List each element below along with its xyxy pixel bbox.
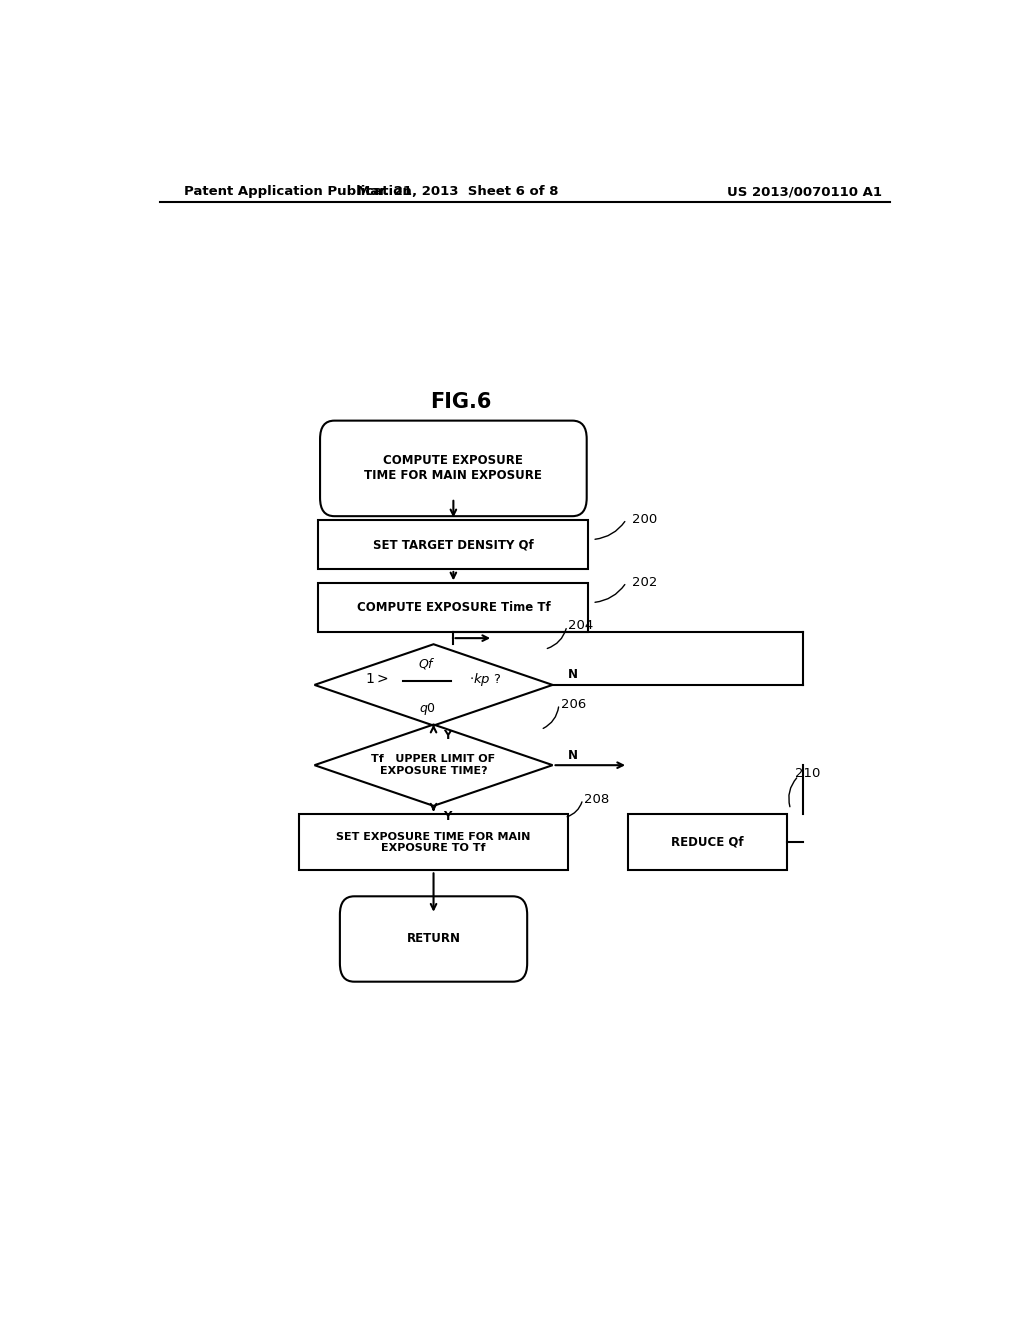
Text: $\mathit{q0}$: $\mathit{q0}$ (419, 701, 436, 717)
Text: Patent Application Publication: Patent Application Publication (183, 185, 412, 198)
Text: US 2013/0070110 A1: US 2013/0070110 A1 (727, 185, 882, 198)
Text: N: N (567, 748, 578, 762)
FancyBboxPatch shape (340, 896, 527, 982)
Bar (299, 814, 568, 870)
Bar (318, 583, 588, 632)
Text: 208: 208 (585, 793, 609, 805)
Text: $\mathit{Qf}$: $\mathit{Qf}$ (418, 656, 436, 671)
Text: SET TARGET DENSITY Qf: SET TARGET DENSITY Qf (373, 539, 534, 552)
Text: RETURN: RETURN (407, 932, 461, 945)
Text: $\cdot kp$ ?: $\cdot kp$ ? (469, 672, 502, 688)
Text: 210: 210 (795, 767, 820, 780)
Text: Tf   UPPER LIMIT OF
EXPOSURE TIME?: Tf UPPER LIMIT OF EXPOSURE TIME? (372, 755, 496, 776)
Text: Mar. 21, 2013  Sheet 6 of 8: Mar. 21, 2013 Sheet 6 of 8 (356, 185, 558, 198)
Text: COMPUTE EXPOSURE Time Tf: COMPUTE EXPOSURE Time Tf (356, 601, 550, 614)
Bar (318, 520, 588, 569)
Text: COMPUTE EXPOSURE
TIME FOR MAIN EXPOSURE: COMPUTE EXPOSURE TIME FOR MAIN EXPOSURE (365, 454, 543, 482)
Text: Y: Y (443, 809, 452, 822)
Text: REDUCE Qf: REDUCE Qf (671, 836, 743, 849)
Text: $1>$: $1>$ (365, 672, 388, 686)
Text: Y: Y (443, 729, 452, 742)
FancyBboxPatch shape (321, 421, 587, 516)
Polygon shape (314, 725, 553, 805)
Text: 204: 204 (568, 619, 594, 632)
Text: N: N (567, 668, 578, 681)
Text: 200: 200 (632, 512, 657, 525)
Bar (628, 814, 786, 870)
Text: FIG.6: FIG.6 (431, 392, 492, 412)
Text: 206: 206 (560, 698, 586, 710)
Text: SET EXPOSURE TIME FOR MAIN
EXPOSURE TO Tf: SET EXPOSURE TIME FOR MAIN EXPOSURE TO T… (336, 832, 530, 853)
Polygon shape (314, 644, 553, 726)
Text: 202: 202 (632, 576, 657, 589)
